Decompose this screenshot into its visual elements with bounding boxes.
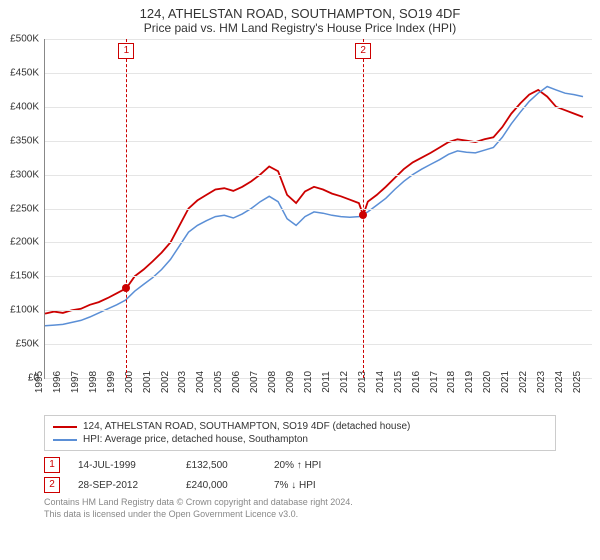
x-tick-label: 2024 [554,371,565,393]
sales-row: 1 14-JUL-1999 £132,500 20% ↑ HPI [44,455,556,475]
y-tick-label: £250K [10,203,39,214]
x-tick-label: 2001 [141,371,152,393]
x-tick-label: 2025 [572,371,583,393]
x-tick-label: 2005 [213,371,224,393]
sale-marker-label: 1 [118,43,134,59]
x-tick-label: 2017 [428,371,439,393]
x-tick-label: 2021 [500,371,511,393]
chart-container: 124, ATHELSTAN ROAD, SOUTHAMPTON, SO19 4… [0,0,600,560]
x-tick-label: 2010 [303,371,314,393]
y-tick-label: £200K [10,237,39,248]
x-tick-label: 2012 [339,371,350,393]
sale-marker-badge: 1 [44,457,60,473]
legend-row: HPI: Average price, detached house, Sout… [53,433,547,446]
x-tick-label: 2018 [446,371,457,393]
x-tick-label: 2023 [536,371,547,393]
x-tick-label: 2006 [231,371,242,393]
x-tick-label: 2004 [195,371,206,393]
plot-region: £0£50K£100K£150K£200K£250K£300K£350K£400… [44,39,592,379]
legend-label: 124, ATHELSTAN ROAD, SOUTHAMPTON, SO19 4… [83,421,410,432]
copyright-line: This data is licensed under the Open Gov… [44,509,556,521]
x-tick-label: 2016 [410,371,421,393]
sales-table: 1 14-JUL-1999 £132,500 20% ↑ HPI 2 28-SE… [44,455,556,495]
x-tick-label: 2014 [375,371,386,393]
y-tick-label: £300K [10,169,39,180]
x-tick-label: 1995 [34,371,45,393]
chart-area: £0£50K£100K£150K£200K£250K£300K£350K£400… [44,39,592,409]
copyright-notice: Contains HM Land Registry data © Crown c… [44,497,556,520]
legend-swatch [53,426,77,428]
x-tick-label: 1998 [88,371,99,393]
chart-subtitle: Price paid vs. HM Land Registry's House … [0,21,600,39]
copyright-line: Contains HM Land Registry data © Crown c… [44,497,556,509]
legend-swatch [53,439,77,441]
legend-label: HPI: Average price, detached house, Sout… [83,434,308,445]
y-tick-label: £500K [10,34,39,45]
chart-title: 124, ATHELSTAN ROAD, SOUTHAMPTON, SO19 4… [0,0,600,21]
x-tick-label: 1996 [52,371,63,393]
y-tick-label: £150K [10,271,39,282]
sale-marker-badge: 2 [44,477,60,493]
x-tick-label: 1999 [106,371,117,393]
sales-row: 2 28-SEP-2012 £240,000 7% ↓ HPI [44,475,556,495]
x-tick-label: 2009 [285,371,296,393]
x-tick-label: 2007 [249,371,260,393]
x-tick-label: 2003 [177,371,188,393]
sale-date: 28-SEP-2012 [78,480,168,491]
x-tick-label: 2008 [267,371,278,393]
sale-marker-dot [359,211,367,219]
sale-price: £132,500 [186,460,256,471]
sale-delta: 20% ↑ HPI [274,460,354,471]
y-tick-label: £350K [10,135,39,146]
y-tick-label: £50K [16,339,39,350]
sale-date: 14-JUL-1999 [78,460,168,471]
x-tick-label: 2011 [321,371,332,393]
sale-marker-line [126,39,127,378]
x-tick-label: 1997 [70,371,81,393]
sale-price: £240,000 [186,480,256,491]
y-tick-label: £100K [10,305,39,316]
x-tick-label: 2002 [159,371,170,393]
x-tick-label: 2022 [518,371,529,393]
sale-delta: 7% ↓ HPI [274,480,354,491]
y-tick-label: £400K [10,101,39,112]
sale-marker-label: 2 [355,43,371,59]
x-tick-label: 2019 [464,371,475,393]
sale-marker-dot [122,284,130,292]
x-tick-label: 2015 [393,371,404,393]
legend-row: 124, ATHELSTAN ROAD, SOUTHAMPTON, SO19 4… [53,420,547,433]
x-tick-label: 2020 [482,371,493,393]
sale-marker-line [363,39,364,378]
y-tick-label: £450K [10,67,39,78]
x-tick-label: 2000 [124,371,135,393]
legend-box: 124, ATHELSTAN ROAD, SOUTHAMPTON, SO19 4… [44,415,556,451]
